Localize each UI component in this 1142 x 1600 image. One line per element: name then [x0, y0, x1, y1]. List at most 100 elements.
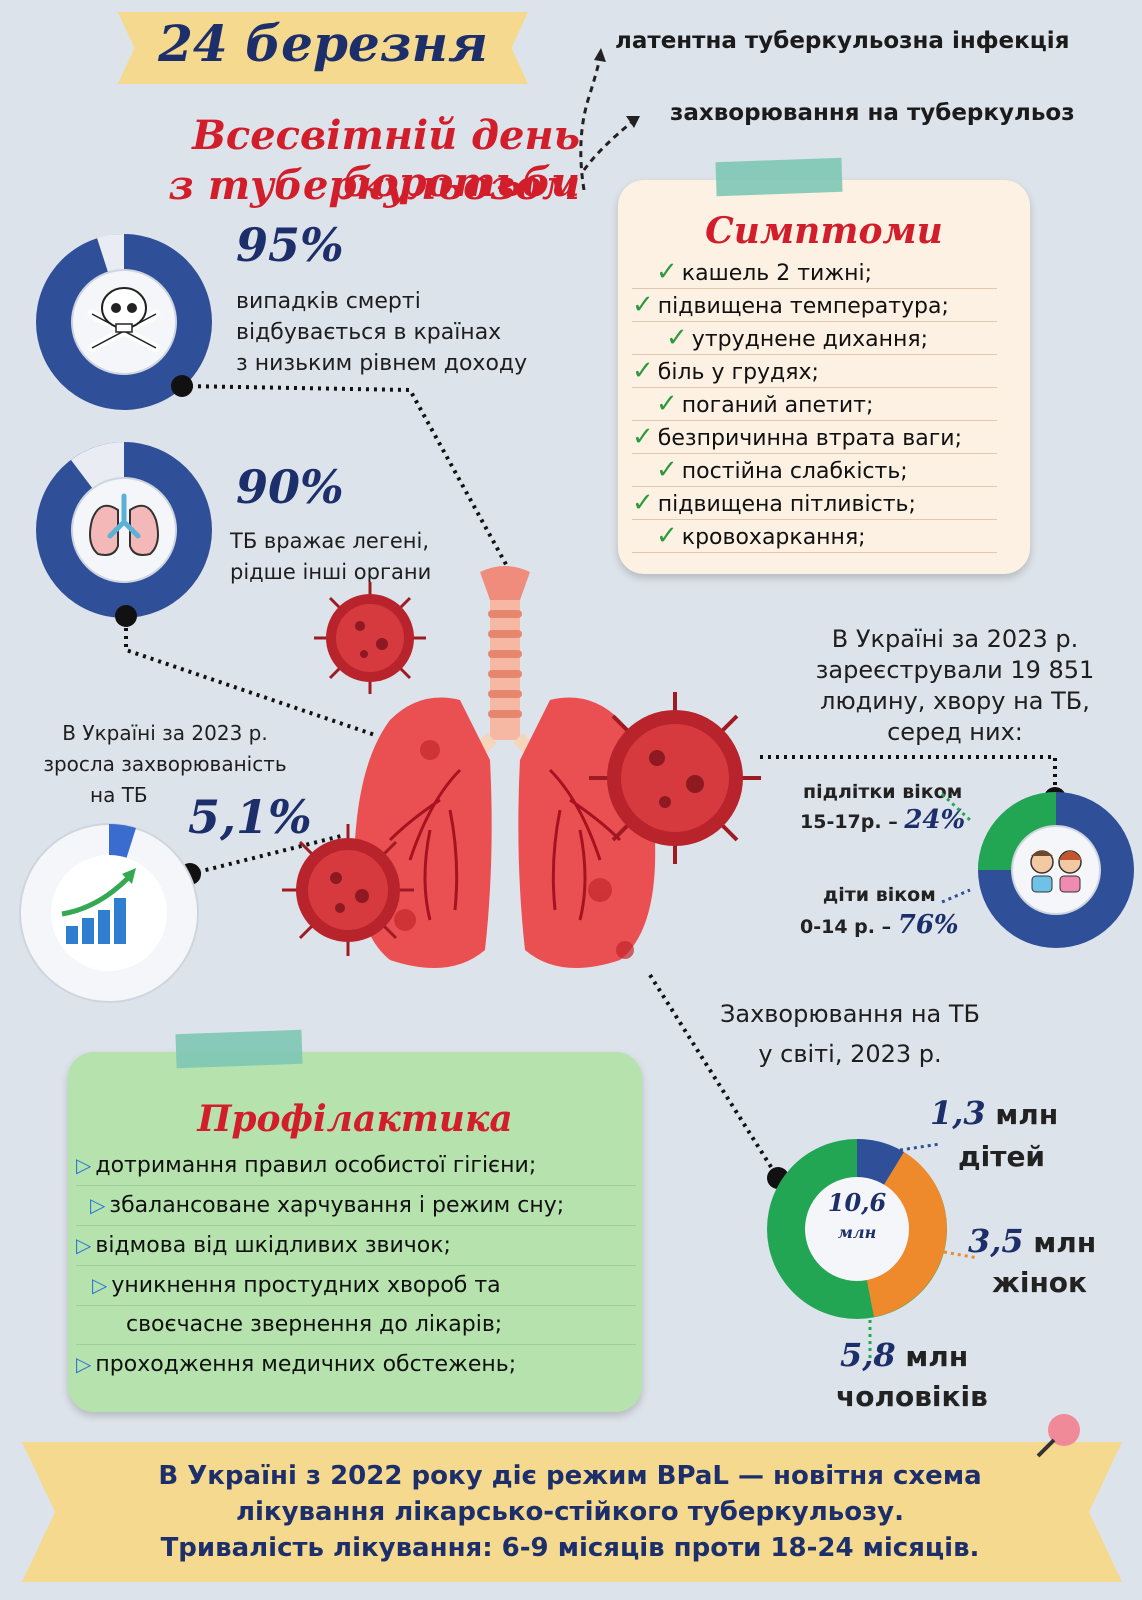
checkmark-icon: ✓: [632, 356, 654, 386]
branch-arrows: [579, 48, 640, 190]
branch-latent: латентна туберкульозна інфекція: [615, 28, 1070, 54]
symptom-item: ✓ постійна слабкість;: [632, 454, 997, 487]
world-women-label: жінок: [992, 1266, 1088, 1299]
checkmark-icon: ✓: [632, 488, 654, 518]
world-center-unit: млн: [837, 1223, 877, 1242]
age-leader-lines: [940, 792, 972, 904]
footer-line: В Україні з 2022 року діє режим BPaL — н…: [158, 1461, 982, 1491]
world-women-value: 3,5: [968, 1222, 1024, 1260]
pin-icon: [1036, 1414, 1080, 1458]
symptoms-title: Симптоми: [705, 210, 943, 252]
footer-line: лікування лікарсько-стійкого туберкульоз…: [235, 1497, 905, 1527]
growth-text-line: зросла захворюваність: [43, 752, 287, 776]
growth-text-line: В Україні за 2023 р.: [62, 721, 268, 745]
symptom-item: ✓ біль у грудях;: [632, 355, 997, 388]
lungs-text-line: рідше інші органи: [230, 560, 432, 584]
prevention-item: ▷ дотримання правил особистої гігієни;: [76, 1146, 636, 1186]
world-children: 1,3 млн: [930, 1094, 1058, 1132]
symptom-text: кровохаркання;: [681, 525, 866, 550]
growth-donut: [19, 823, 199, 1003]
teens-label-line: підлітки віком: [802, 781, 963, 803]
play-arrow-icon: ▷: [76, 1352, 92, 1376]
page-title-line2: з туберкульозом: [168, 162, 580, 209]
checkmark-icon: ✓: [666, 323, 688, 353]
symptom-item: ✓ кровохаркання;: [632, 520, 997, 553]
world-children-label: дітей: [958, 1140, 1046, 1173]
lungs-icon: [89, 493, 159, 556]
teens-label-line: 15-17р. –: [800, 811, 898, 833]
symptoms-card: [618, 180, 1030, 574]
world-title-line: у світі, 2023 р.: [758, 1040, 942, 1068]
lungs-text-line: ТБ вражає легені,: [230, 529, 430, 553]
deaths-text: випадків смерті відбувається в країнах з…: [236, 286, 527, 379]
symptom-item: ✓ підвищена пітливість;: [632, 487, 997, 520]
symptom-item: ✓ безпричинна втрата ваги;: [632, 421, 997, 454]
world-title: Захворювання на ТБ у світі, 2023 р.: [690, 994, 1010, 1074]
prevention-item: ▷ відмова від шкідливих звичок;: [76, 1226, 636, 1266]
growth-text-line: на ТБ: [90, 783, 148, 807]
symptom-text: утруднене дихання;: [691, 327, 929, 352]
symptom-text: підвищена пітливість;: [657, 492, 916, 517]
checkmark-icon: ✓: [656, 389, 678, 419]
ukraine-cases-line: людину, хвору на ТБ,: [820, 687, 1090, 715]
deaths-text-line: відбувається в країнах: [236, 320, 502, 345]
lungs-text: ТБ вражає легені, рідше інші органи: [230, 526, 431, 588]
symptom-item: ✓ підвищена температура;: [632, 289, 997, 322]
teens-percent: 24%: [904, 805, 966, 835]
symptom-text: поганий апетит;: [681, 393, 874, 418]
symptom-item: ✓ кашель 2 тижні;: [632, 256, 997, 289]
play-arrow-icon: ▷: [76, 1153, 92, 1177]
checkmark-icon: ✓: [656, 257, 678, 287]
lungs-donut: [36, 442, 212, 618]
children-icon: [1030, 850, 1082, 893]
children-percent: 76%: [897, 910, 959, 940]
growth-percent: 5,1%: [188, 790, 312, 844]
checkmark-icon: ✓: [632, 422, 654, 452]
symptom-text: біль у грудях;: [657, 360, 819, 385]
branch-disease: захворювання на туберкульоз: [670, 100, 1075, 126]
prevention-text: збалансоване харчування і режим сну;: [109, 1193, 565, 1218]
prevention-text: своєчасне звернення до лікарів;: [126, 1312, 503, 1337]
ukraine-cases-line: зареєстрували 19 851: [815, 656, 1095, 684]
symptoms-tape: [715, 157, 843, 197]
ukraine-cases-line: В Україні за 2023 р.: [831, 625, 1079, 653]
deaths-percent: 95%: [236, 218, 344, 272]
checkmark-icon: ✓: [656, 521, 678, 551]
symptom-text: безпричинна втрата ваги;: [657, 426, 963, 451]
prevention-text: уникнення простудних хвороб та: [111, 1273, 501, 1298]
deaths-text-line: випадків смерті: [236, 289, 421, 314]
growth-chart-icon: [61, 868, 136, 944]
checkmark-icon: ✓: [656, 455, 678, 485]
age-donut: [978, 792, 1134, 948]
teens-label: підлітки віком 15-17р. – 24%: [800, 778, 965, 836]
play-arrow-icon: ▷: [90, 1193, 106, 1217]
virus-icon: [282, 824, 414, 956]
prevention-card: [68, 1052, 642, 1412]
deaths-text-line: з низьким рівнем доходу: [236, 351, 528, 376]
footer-line: Тривалість лікування: 6-9 місяців проти …: [160, 1533, 980, 1563]
symptoms-list: ✓ кашель 2 тижні; ✓ підвищена температура;…: [632, 256, 997, 553]
symptom-text: кашель 2 тижні;: [681, 261, 873, 286]
prevention-text: проходження медичних обстежень;: [95, 1352, 517, 1377]
prevention-item: ▷ проходження медичних обстежень;: [76, 1345, 636, 1384]
growth-text: В Україні за 2023 р. зросла захворюваніс…: [30, 718, 300, 811]
prevention-text: дотримання правил особистої гігієни;: [95, 1153, 537, 1178]
bronchial-tree: [388, 768, 622, 921]
prevention-item: ▷ збалансоване харчування і режим сну;: [76, 1186, 636, 1226]
world-center-value: 10,6: [827, 1188, 887, 1217]
footer-text: В Україні з 2022 року діє режим BPaL — н…: [40, 1458, 1100, 1566]
children-label-line: діти віком: [822, 884, 936, 906]
ukraine-cases-text: В Україні за 2023 р. зареєстрували 19 85…: [780, 624, 1130, 748]
prevention-list: ▷ дотримання правил особистої гігієни; ▷ з…: [76, 1146, 636, 1384]
lungs-percent: 90%: [236, 460, 344, 514]
prevention-title: Профілактика: [197, 1098, 513, 1140]
play-arrow-icon: ▷: [76, 1233, 92, 1257]
checkmark-icon: ✓: [632, 290, 654, 320]
date-banner: [118, 12, 528, 84]
symptom-item: ✓ утруднене дихання;: [632, 322, 997, 355]
world-title-line: Захворювання на ТБ: [719, 1000, 980, 1028]
virus-icon: [589, 692, 761, 864]
children-label: діти віком 0-14 р. – 76%: [800, 880, 959, 942]
skull-crossbones-icon: [87, 287, 161, 353]
world-men-unit: млн: [905, 1340, 969, 1373]
